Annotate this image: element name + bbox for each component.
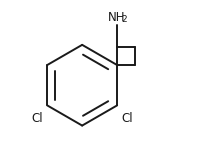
Text: Cl: Cl	[121, 112, 133, 125]
Text: 2: 2	[122, 15, 127, 24]
Text: NH: NH	[108, 11, 126, 24]
Text: Cl: Cl	[32, 112, 43, 125]
